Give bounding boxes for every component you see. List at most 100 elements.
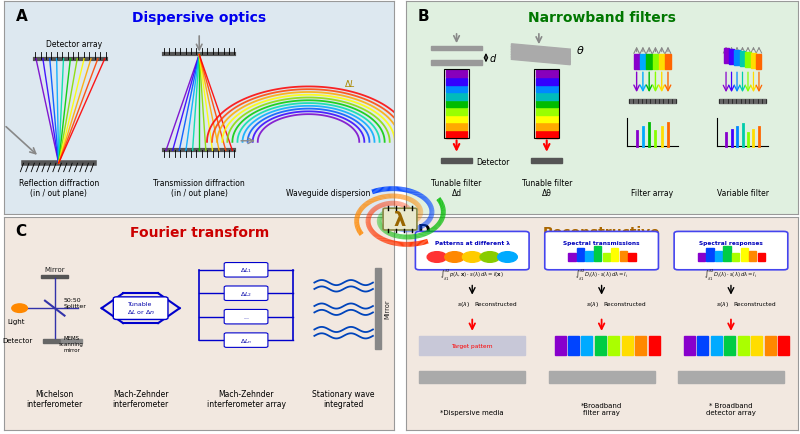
Bar [534,70,559,138]
Text: λ: λ [394,210,406,229]
Bar [444,70,469,138]
Bar [441,158,472,164]
Bar [568,253,575,262]
Bar [611,249,618,262]
Bar [536,93,558,100]
Text: Variable filter: Variable filter [717,189,769,198]
Text: Reconstructive: Reconstructive [542,226,661,240]
Bar [536,71,558,78]
Bar [684,336,695,355]
Bar [698,253,705,262]
Bar [568,336,579,355]
Bar [758,253,765,262]
Bar [586,251,593,262]
Text: Transmission diffraction
(in / out plane): Transmission diffraction (in / out plane… [154,178,245,198]
Bar [446,124,467,131]
Bar [634,55,639,70]
FancyBboxPatch shape [674,232,788,270]
Text: Mirror: Mirror [385,299,390,318]
Bar [751,54,756,69]
Circle shape [462,252,482,263]
Polygon shape [511,47,570,56]
Text: Tunable filter
Δd: Tunable filter Δd [431,178,482,198]
Text: $s(\lambda)$: $s(\lambda)$ [586,300,600,309]
Text: Patterns at different λ: Patterns at different λ [434,240,510,245]
Bar [61,339,82,344]
Text: C: C [16,224,27,238]
Bar [732,253,739,262]
Text: $\Delta L_2$: $\Delta L_2$ [240,289,252,298]
Text: $s(\lambda)$: $s(\lambda)$ [716,300,729,309]
Text: Narrowband filters: Narrowband filters [528,11,675,25]
Bar [719,99,766,104]
Bar [446,86,467,93]
Bar [724,336,735,355]
Bar [43,339,66,344]
Bar [678,371,784,383]
Circle shape [498,252,518,263]
Text: Fourier transform: Fourier transform [130,226,269,240]
Text: Tunable
$\Delta L$ or $\Delta n$: Tunable $\Delta L$ or $\Delta n$ [126,301,154,316]
Bar [640,55,646,70]
Bar [536,116,558,123]
Bar [582,336,593,355]
Bar [741,249,748,262]
Text: $\Delta L_n$: $\Delta L_n$ [240,336,252,345]
Bar [665,55,671,70]
Text: Reconstructed: Reconstructed [603,302,646,307]
Bar [723,49,729,64]
Bar [577,249,584,262]
Text: Mach-Zehnder
interferometer array: Mach-Zehnder interferometer array [206,389,286,408]
Text: ...: ... [243,315,249,319]
Text: $s(\lambda)$: $s(\lambda)$ [457,300,470,309]
Bar [446,79,467,85]
FancyBboxPatch shape [545,232,658,270]
Bar [375,268,381,349]
Bar [751,336,762,355]
Text: Filter array: Filter array [631,189,674,198]
Text: Waveguide dispersion: Waveguide dispersion [286,189,370,198]
Bar [778,336,789,355]
Text: Michelson
interferometer: Michelson interferometer [26,389,83,408]
Text: Detector: Detector [476,157,510,166]
Text: Reconstructed: Reconstructed [474,302,517,307]
FancyBboxPatch shape [114,297,168,320]
Bar [536,132,558,138]
Text: $\int_{\lambda1}^{\lambda2} D_i(\lambda)\cdot s(\lambda)\,d\lambda = I_i$: $\int_{\lambda1}^{\lambda2} D_i(\lambda)… [575,267,628,282]
Text: B: B [418,9,429,23]
Bar [608,336,619,355]
Bar [746,53,750,68]
Polygon shape [511,57,570,66]
Bar [714,251,722,262]
Bar [595,336,606,355]
Text: *Dispersive media: *Dispersive media [441,409,504,415]
Text: Detector array: Detector array [46,40,102,49]
FancyBboxPatch shape [224,286,268,301]
Bar [698,336,708,355]
Text: d: d [490,53,496,63]
Bar [446,101,467,108]
Bar [653,55,658,70]
Bar [659,55,665,70]
Text: Mirror: Mirror [45,266,65,272]
Bar [531,158,562,164]
Text: Detector: Detector [2,338,33,343]
Bar [554,336,566,355]
Text: *Broadband
filter array: *Broadband filter array [581,402,622,415]
Bar [620,251,627,262]
Bar [757,55,762,70]
Polygon shape [511,55,570,63]
Bar [431,46,482,51]
Bar [738,336,749,355]
Text: $\int_{\lambda1}^{\lambda2} D_i(\lambda)\cdot s(\lambda)\,d\lambda = I_i$: $\int_{\lambda1}^{\lambda2} D_i(\lambda)… [704,267,758,282]
Text: Dispersive optics: Dispersive optics [132,11,266,25]
Text: $\int_{\lambda1}^{\lambda2} p(\lambda,\mathbf{x})\cdot s(\lambda)\,d\lambda = I(: $\int_{\lambda1}^{\lambda2} p(\lambda,\m… [440,267,504,282]
Bar [536,108,558,115]
Text: $\Delta L_1$: $\Delta L_1$ [240,266,252,275]
Polygon shape [511,45,570,53]
Bar [419,336,525,355]
Bar [419,371,525,383]
Bar [594,247,602,262]
Text: D: D [418,224,430,238]
Text: Light: Light [7,319,25,324]
